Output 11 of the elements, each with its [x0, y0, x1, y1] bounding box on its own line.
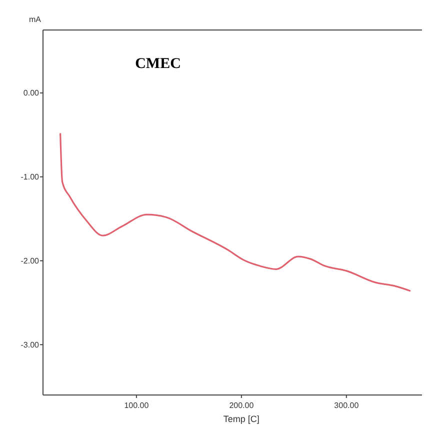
y-tick-label: -2.00 — [20, 256, 40, 266]
y-tick-label: -1.00 — [20, 172, 40, 182]
line-series — [60, 132, 412, 292]
x-axis-title: Temp [C] — [223, 414, 260, 424]
y-tick-label: 0.00 — [23, 88, 40, 98]
y-axis-title: mA — [29, 15, 42, 24]
text: CMEC — [135, 56, 181, 72]
x-tick-label: 200.00 — [229, 401, 254, 410]
x-tick-label: 300.00 — [334, 401, 360, 410]
x-tick-label: 100.00 — [124, 401, 150, 410]
y-tick-label: -3.00 — [20, 340, 40, 350]
